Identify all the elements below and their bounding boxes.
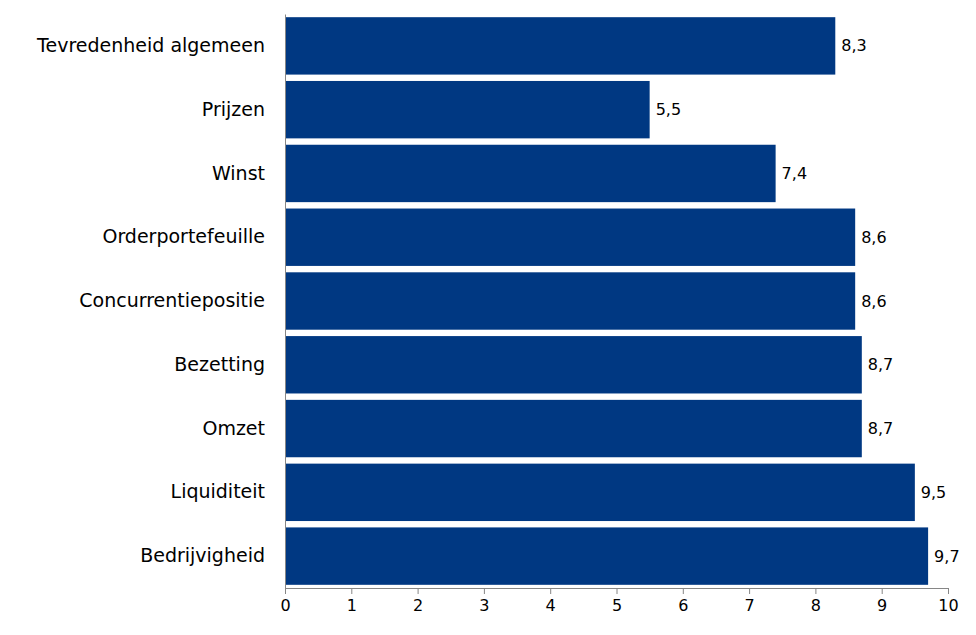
x-tick: 8 [811, 588, 821, 615]
bar [285, 209, 855, 266]
x-tick: 2 [413, 588, 423, 615]
x-tick-label: 3 [479, 596, 489, 615]
x-tick-mark [550, 588, 551, 594]
bar [285, 272, 855, 329]
x-tick: 7 [745, 588, 755, 615]
bar [285, 527, 928, 584]
y-tick-label: Tevredenheid algemeen [36, 34, 265, 56]
x-tick-label: 9 [877, 596, 887, 615]
bar [285, 400, 862, 457]
x-tick: 9 [877, 588, 887, 615]
y-tick-label: Concurrentiepositie [79, 289, 265, 311]
x-tick: 10 [938, 588, 958, 615]
y-axis: Tevredenheid algemeen Prijzen Winst Orderpo… [36, 15, 285, 589]
x-tick-mark [749, 588, 750, 594]
data-label: 5,5 [656, 100, 681, 119]
x-tick-mark [815, 588, 816, 594]
x-tick-label: 10 [938, 596, 958, 615]
x-tick-label: 6 [678, 596, 688, 615]
data-labels: 8,3 5,5 7,4 8,6 8,6 8,7 8,7 9,5 9,7 [656, 36, 960, 565]
data-label: 8,6 [861, 228, 886, 247]
x-tick-label: 0 [280, 596, 290, 615]
data-label: 9,5 [921, 483, 946, 502]
bar [285, 81, 650, 138]
data-label: 8,7 [868, 355, 893, 374]
data-label: 8,7 [868, 419, 893, 438]
x-tick: 0 [280, 588, 290, 615]
x-tick-label: 2 [413, 596, 423, 615]
y-tick: Tevredenheid algemeen [36, 34, 265, 56]
y-tick: Liquiditeit [171, 480, 265, 502]
x-tick-mark [484, 588, 485, 594]
x-tick-label: 4 [546, 596, 556, 615]
y-tick: Prijzen [202, 98, 265, 120]
x-tick: 5 [612, 588, 622, 615]
x-axis: 0 1 2 3 4 5 6 7 8 9 10 [280, 588, 958, 615]
data-label: 8,3 [841, 36, 866, 55]
y-tick-label: Bedrijvigheid [140, 544, 265, 566]
y-tick-label: Orderportefeuille [102, 225, 265, 247]
x-tick-mark [418, 588, 419, 594]
data-label: 8,6 [861, 292, 886, 311]
x-tick: 6 [678, 588, 688, 615]
y-tick: Omzet [202, 417, 265, 439]
bar [285, 464, 915, 521]
y-tick: Bedrijvigheid [140, 544, 265, 566]
x-tick-mark [351, 588, 352, 594]
x-tick-label: 7 [745, 596, 755, 615]
x-tick-mark [617, 588, 618, 594]
data-label: 7,4 [782, 164, 807, 183]
y-tick-label: Prijzen [202, 98, 265, 120]
y-tick-label: Winst [212, 162, 265, 184]
y-tick: Concurrentiepositie [79, 289, 265, 311]
y-tick: Orderportefeuille [102, 225, 265, 247]
plot: 0 1 2 3 4 5 6 7 8 9 10 Tevredenheid algemeen Prijzen… [36, 15, 959, 616]
x-tick-mark [285, 588, 286, 594]
x-tick-label: 8 [811, 596, 821, 615]
x-tick-mark [948, 588, 949, 594]
x-tick-mark [882, 588, 883, 594]
y-tick-label: Bezetting [174, 353, 265, 375]
bar [285, 336, 862, 393]
x-tick-label: 1 [347, 596, 357, 615]
x-tick-label: 5 [612, 596, 622, 615]
y-tick-label: Liquiditeit [171, 480, 265, 502]
data-label: 9,7 [934, 547, 959, 566]
x-tick: 3 [479, 588, 489, 615]
bar [285, 145, 776, 202]
y-axis-line [285, 15, 286, 589]
x-tick-mark [683, 588, 684, 594]
y-tick-label: Omzet [202, 417, 265, 439]
x-tick: 4 [546, 588, 556, 615]
bars [285, 17, 928, 585]
y-tick: Bezetting [174, 353, 265, 375]
bar [285, 17, 835, 74]
chart: 0 1 2 3 4 5 6 7 8 9 10 Tevredenheid algemeen Prijzen… [0, 0, 976, 635]
y-tick: Winst [212, 162, 265, 184]
x-tick: 1 [347, 588, 357, 615]
